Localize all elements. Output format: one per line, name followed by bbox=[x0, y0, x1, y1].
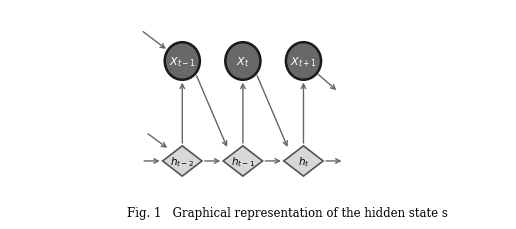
Text: $h_{t-2}$: $h_{t-2}$ bbox=[170, 154, 195, 168]
Polygon shape bbox=[163, 146, 202, 176]
Text: $h_{t-1}$: $h_{t-1}$ bbox=[231, 154, 255, 168]
Polygon shape bbox=[223, 146, 263, 176]
Text: $X_{t+1}$: $X_{t+1}$ bbox=[290, 55, 317, 68]
Ellipse shape bbox=[165, 43, 200, 80]
Text: Fig. 1   Graphical representation of the hidden state s: Fig. 1 Graphical representation of the h… bbox=[126, 206, 447, 218]
Text: $X_{t-1}$: $X_{t-1}$ bbox=[169, 55, 196, 68]
Ellipse shape bbox=[225, 43, 261, 80]
Text: $h_t$: $h_t$ bbox=[298, 154, 309, 168]
Text: $X_t$: $X_t$ bbox=[236, 55, 250, 68]
Ellipse shape bbox=[286, 43, 321, 80]
Polygon shape bbox=[284, 146, 323, 176]
